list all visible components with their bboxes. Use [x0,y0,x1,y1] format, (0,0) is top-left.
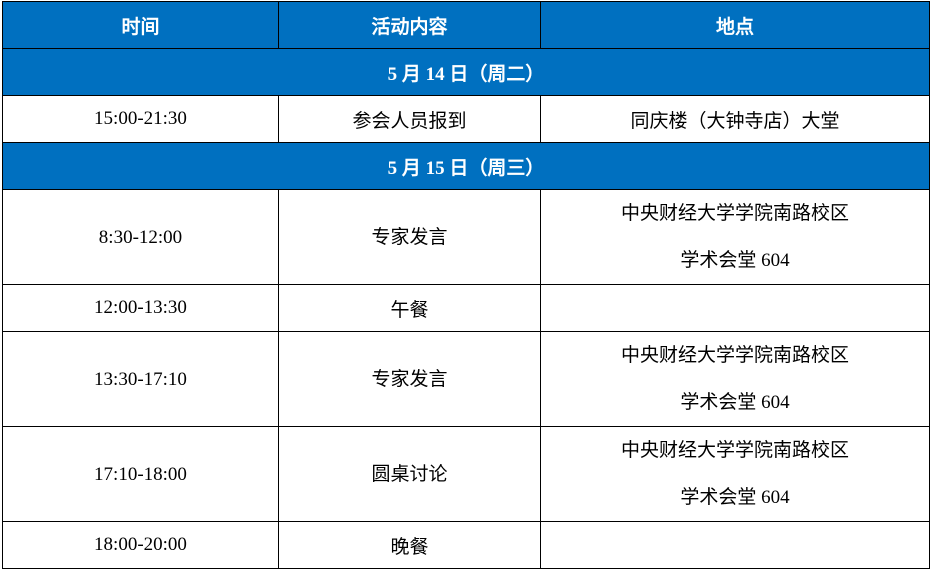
date-heading: 5 月 14 日（周二） [2,48,930,96]
table-row: 12:00-13:30 午餐 [2,284,930,332]
location-line: 学术会堂 604 [680,392,790,413]
header-location: 地点 [540,1,930,49]
time-cell: 8:30-12:00 [2,189,279,285]
time-cell: 18:00-20:00 [2,521,279,569]
table-row: 17:10-18:00 圆桌讨论 中央财经大学学院南路校区 学术会堂 604 [2,426,930,522]
table-row: 15:00-21:30 参会人员报到 同庆楼（大钟寺店）大堂 [2,95,930,143]
activity-cell: 专家发言 [278,189,541,285]
location-cell: 中央财经大学学院南路校区 学术会堂 604 [540,426,930,522]
location-cell [540,284,930,332]
time-cell: 17:10-18:00 [2,426,279,522]
header-time: 时间 [2,1,279,49]
location-line: 学术会堂 604 [680,250,790,271]
table-row: 13:30-17:10 专家发言 中央财经大学学院南路校区 学术会堂 604 [2,331,930,427]
table-row: 18:00-20:00 晚餐 [2,521,930,569]
header-activity: 活动内容 [278,1,541,49]
location-cell: 中央财经大学学院南路校区 学术会堂 604 [540,189,930,285]
date-row: 5 月 15 日（周三） [2,142,930,190]
time-cell: 12:00-13:30 [2,284,279,332]
schedule-table: 时间 活动内容 地点 5 月 14 日（周二） 15:00-21:30 参会人员… [2,1,930,569]
header-row: 时间 活动内容 地点 [2,1,930,49]
time-cell: 13:30-17:10 [2,331,279,427]
location-line: 中央财经大学学院南路校区 [620,440,849,461]
location-line: 中央财经大学学院南路校区 [620,203,849,224]
activity-cell: 圆桌讨论 [278,426,541,522]
table-row: 8:30-12:00 专家发言 中央财经大学学院南路校区 学术会堂 604 [2,189,930,285]
activity-cell: 专家发言 [278,331,541,427]
activity-cell: 午餐 [278,284,541,332]
location-cell: 同庆楼（大钟寺店）大堂 [540,95,930,143]
location-line: 学术会堂 604 [680,487,790,508]
time-cell: 15:00-21:30 [2,95,279,143]
location-cell: 中央财经大学学院南路校区 学术会堂 604 [540,331,930,427]
date-heading: 5 月 15 日（周三） [2,142,930,190]
date-row: 5 月 14 日（周二） [2,48,930,96]
location-line: 中央财经大学学院南路校区 [620,345,849,366]
activity-cell: 参会人员报到 [278,95,541,143]
location-cell [540,521,930,569]
activity-cell: 晚餐 [278,521,541,569]
